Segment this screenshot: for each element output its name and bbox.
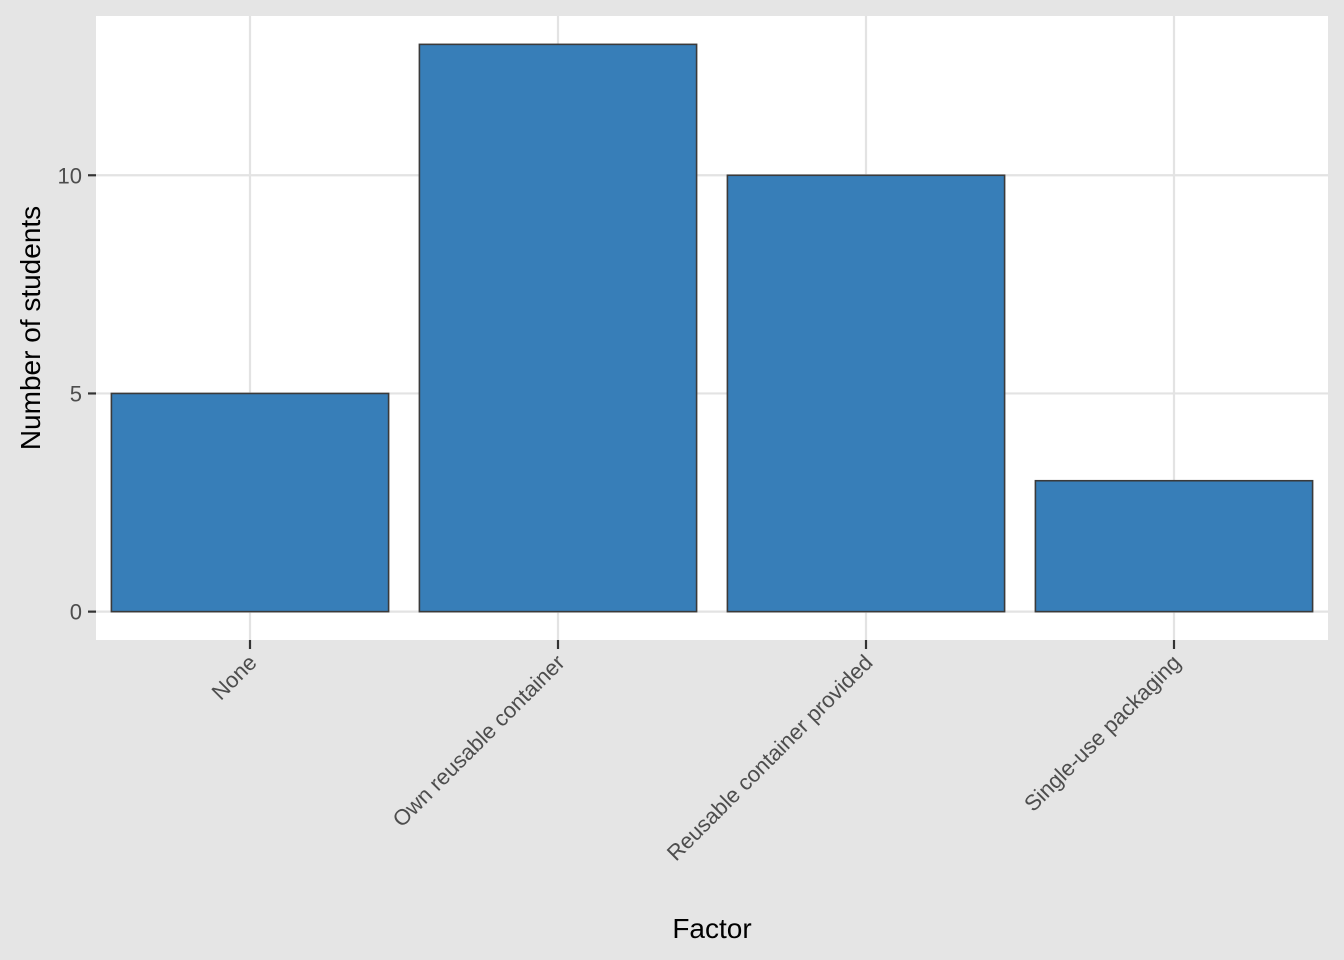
- y-tick-label: 10: [58, 163, 82, 188]
- bar: [726, 174, 1006, 613]
- y-tick-label: 0: [70, 600, 82, 625]
- x-axis-title: Factor: [672, 913, 751, 944]
- bar: [110, 392, 390, 613]
- bars: [110, 43, 1314, 613]
- y-axis-title: Number of students: [15, 206, 46, 450]
- y-tick-label: 5: [70, 381, 82, 406]
- y-axis-ticks: 0 5 10: [58, 163, 96, 625]
- bar: [1034, 479, 1314, 613]
- bar: [418, 43, 698, 613]
